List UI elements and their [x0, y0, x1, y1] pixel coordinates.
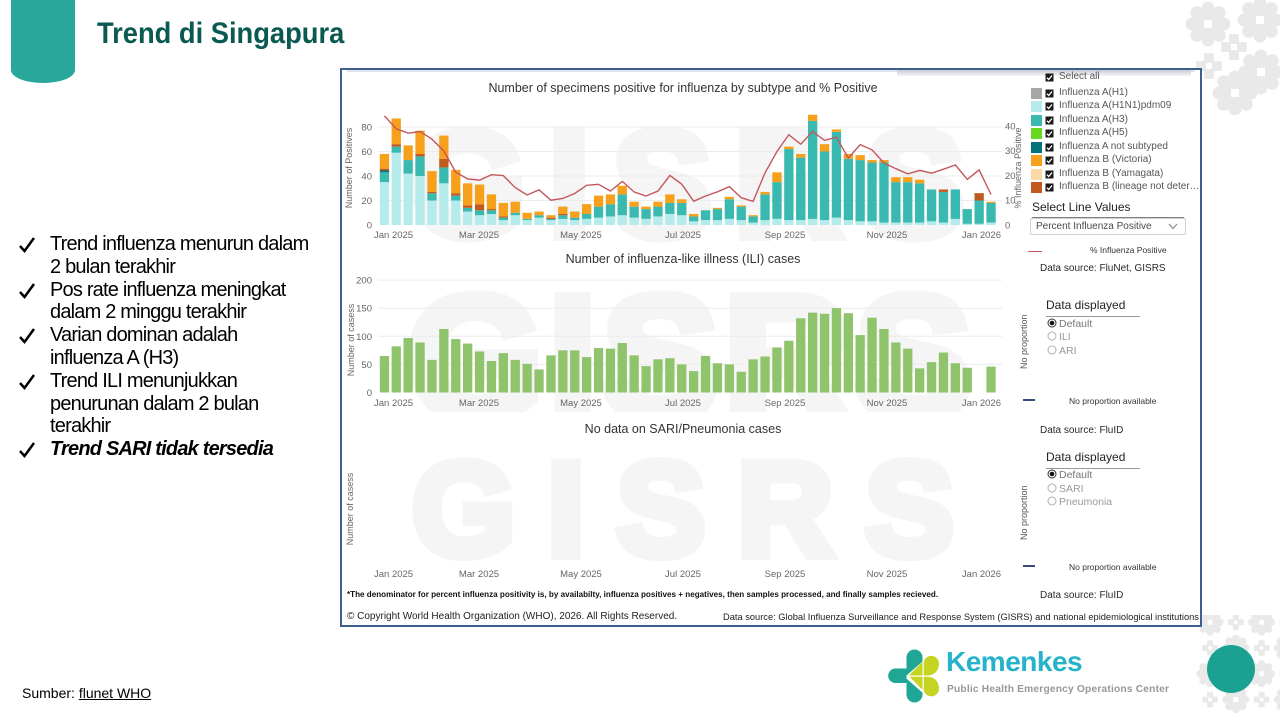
svg-text:0: 0	[1005, 221, 1010, 232]
svg-text:Mar 2025: Mar 2025	[459, 230, 499, 241]
svg-text:Nov 2025: Nov 2025	[867, 569, 908, 580]
svg-text:150: 150	[356, 304, 372, 315]
svg-text:Nov 2025: Nov 2025	[867, 398, 908, 409]
svg-text:Number of influenza-like illne: Number of influenza-like illness (ILI) c…	[566, 252, 801, 266]
svg-text:No data on SARI/Pneumonia case: No data on SARI/Pneumonia cases	[585, 422, 782, 436]
svg-text:Sep 2025: Sep 2025	[765, 230, 806, 241]
svg-text:Mar 2025: Mar 2025	[459, 398, 499, 409]
svg-text:20: 20	[361, 196, 372, 207]
svg-text:Sep 2025: Sep 2025	[765, 398, 806, 409]
svg-text:0: 0	[367, 221, 372, 232]
svg-text:Number of casess: Number of casess	[345, 472, 355, 545]
svg-text:Jul 2025: Jul 2025	[665, 230, 701, 241]
svg-text:60: 60	[361, 147, 372, 158]
svg-text:200: 200	[356, 276, 372, 287]
svg-text:% Influenza Positive: % Influenza Positive	[1013, 127, 1023, 208]
svg-text:Jan 2026: Jan 2026	[962, 398, 1001, 409]
svg-text:Jul 2025: Jul 2025	[665, 569, 701, 580]
svg-text:Number of Positives: Number of Positives	[344, 127, 354, 208]
svg-text:GISRS: GISRS	[412, 436, 986, 584]
svg-text:May 2025: May 2025	[560, 230, 602, 241]
svg-text:Jan 2025: Jan 2025	[374, 569, 413, 580]
svg-text:Jan 2025: Jan 2025	[374, 398, 413, 409]
svg-text:Nov 2025: Nov 2025	[867, 230, 908, 241]
svg-text:0: 0	[367, 388, 372, 399]
svg-text:Mar 2025: Mar 2025	[459, 569, 499, 580]
svg-text:Jan 2026: Jan 2026	[962, 230, 1001, 241]
svg-text:10: 10	[1005, 196, 1016, 207]
svg-text:Jul 2025: Jul 2025	[665, 398, 701, 409]
svg-text:40: 40	[361, 172, 372, 183]
svg-text:Number of casess: Number of casess	[346, 303, 356, 376]
svg-text:20: 20	[1005, 171, 1016, 182]
svg-text:40: 40	[1005, 121, 1016, 132]
svg-text:May 2025: May 2025	[560, 569, 602, 580]
svg-text:80: 80	[361, 123, 372, 134]
svg-text:Jan 2025: Jan 2025	[374, 230, 413, 241]
svg-text:Jan 2026: Jan 2026	[962, 569, 1001, 580]
svg-text:Number of specimens positive f: Number of specimens positive for influen…	[488, 81, 877, 95]
svg-text:May 2025: May 2025	[560, 398, 602, 409]
svg-text:100: 100	[356, 332, 372, 343]
svg-text:Sep 2025: Sep 2025	[765, 569, 806, 580]
svg-text:30: 30	[1005, 146, 1016, 157]
svg-text:50: 50	[361, 360, 372, 371]
